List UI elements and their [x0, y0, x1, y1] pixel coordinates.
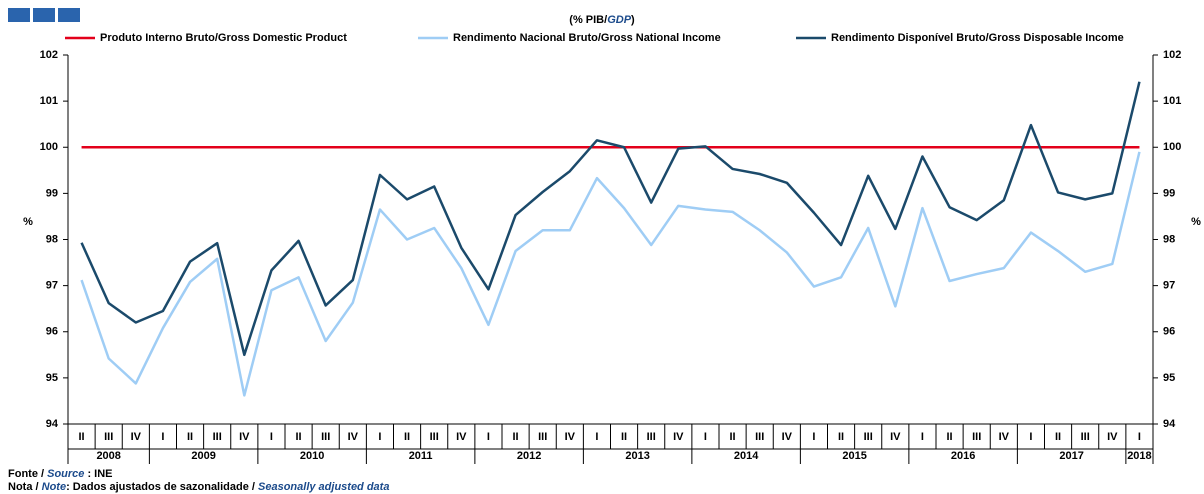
year-label: 2016: [951, 450, 975, 462]
note: Nota / Note: Dados ajustados de sazonali…: [8, 481, 389, 493]
x-tick-label: II: [947, 431, 953, 443]
x-tick-label: IV: [565, 431, 576, 443]
note-part: Nota /: [8, 481, 42, 493]
x-tick-label: II: [621, 431, 627, 443]
x-tick-label: II: [513, 431, 519, 443]
series-line: [80, 151, 1141, 397]
x-tick-label: II: [838, 431, 844, 443]
x-tick-label: III: [864, 431, 873, 443]
year-label: 2009: [191, 450, 215, 462]
y-tick-label: 100: [40, 141, 58, 153]
y-tick-label: 94: [46, 418, 59, 430]
year-label: 2014: [734, 450, 759, 462]
x-tick-label: I: [161, 431, 164, 443]
year-label: 2015: [842, 450, 866, 462]
source: Fonte / Source : INE: [8, 468, 113, 480]
x-tick-label: III: [972, 431, 981, 443]
y-tick-label: 99: [46, 187, 58, 199]
x-tick-label: III: [1081, 431, 1090, 443]
year-label: 2012: [517, 450, 541, 462]
x-tick-label: IV: [239, 431, 250, 443]
x-tick-label: II: [730, 431, 736, 443]
y2-tick-label: 95: [1163, 372, 1175, 384]
title-part: GDP: [607, 14, 632, 26]
x-tick-label: IV: [456, 431, 467, 443]
legend-label: Produto Interno Bruto/Gross Domestic Pro…: [100, 32, 347, 44]
y2-tick-label: 102: [1163, 49, 1181, 61]
y2-tick-label: 98: [1163, 233, 1175, 245]
x-tick-label: I: [378, 431, 381, 443]
x-tick-label: II: [79, 431, 85, 443]
y2-tick-label: 94: [1163, 418, 1176, 430]
x-tick-label: III: [104, 431, 113, 443]
year-label: 2013: [625, 450, 649, 462]
legend-label: Rendimento Nacional Bruto/Gross National…: [453, 32, 721, 44]
y-tick-label: 95: [46, 372, 58, 384]
year-label: 2017: [1059, 450, 1083, 462]
y-tick-label: 101: [40, 95, 58, 107]
y-tick-label: 97: [46, 280, 58, 292]
x-tick-label: III: [755, 431, 764, 443]
x-tick-label: I: [812, 431, 815, 443]
x-tick-label: IV: [782, 431, 793, 443]
y-tick-label: 98: [46, 233, 58, 245]
note-part: Note: [42, 481, 66, 493]
title-part: ): [631, 14, 635, 26]
x-tick-label: III: [538, 431, 547, 443]
logo-block: [33, 8, 55, 22]
source-part: : INE: [84, 468, 112, 480]
source-part: Fonte /: [8, 468, 47, 480]
year-label: 2008: [96, 450, 120, 462]
x-tick-label: IV: [131, 431, 142, 443]
x-tick-label: II: [404, 431, 410, 443]
title-part: (% PIB/: [569, 14, 607, 26]
y2-tick-label: 100: [1163, 141, 1181, 153]
x-tick-label: III: [321, 431, 330, 443]
x-tick-label: I: [1138, 431, 1141, 443]
source-part: Source: [47, 468, 84, 480]
x-tick-label: III: [213, 431, 222, 443]
x-tick-label: I: [595, 431, 598, 443]
x-tick-label: IV: [673, 431, 684, 443]
x-tick-label: I: [1029, 431, 1032, 443]
series-line: [80, 81, 1141, 357]
x-tick-label: IV: [1107, 431, 1118, 443]
logo-block: [58, 8, 80, 22]
x-tick-label: IV: [999, 431, 1010, 443]
chart-title: (% PIB/GDP): [569, 14, 635, 26]
note-part: : Dados ajustados de sazonalidade /: [66, 481, 258, 493]
x-tick-label: III: [647, 431, 656, 443]
x-tick-label: I: [487, 431, 490, 443]
x-tick-label: II: [296, 431, 302, 443]
x-tick-label: IV: [348, 431, 359, 443]
note-part: Seasonally adjusted data: [258, 481, 389, 493]
legend-label: Rendimento Disponível Bruto/Gross Dispos…: [831, 32, 1124, 44]
y-axis-label: %: [23, 216, 33, 228]
year-label: 2010: [300, 450, 324, 462]
y-tick-label: 102: [40, 49, 58, 61]
y2-tick-label: 99: [1163, 187, 1175, 199]
y2-axis-label: %: [1191, 216, 1201, 228]
year-label: 2018: [1127, 450, 1151, 462]
y2-tick-label: 96: [1163, 326, 1175, 338]
x-tick-label: IV: [890, 431, 901, 443]
x-tick-label: I: [270, 431, 273, 443]
year-label: 2011: [409, 450, 433, 462]
y2-tick-label: 101: [1163, 95, 1181, 107]
y-tick-label: 96: [46, 326, 58, 338]
x-tick-label: III: [430, 431, 439, 443]
y2-tick-label: 97: [1163, 280, 1175, 292]
logo-block: [8, 8, 30, 22]
x-tick-label: I: [704, 431, 707, 443]
x-tick-label: II: [187, 431, 193, 443]
x-tick-label: I: [921, 431, 924, 443]
x-tick-label: II: [1055, 431, 1061, 443]
